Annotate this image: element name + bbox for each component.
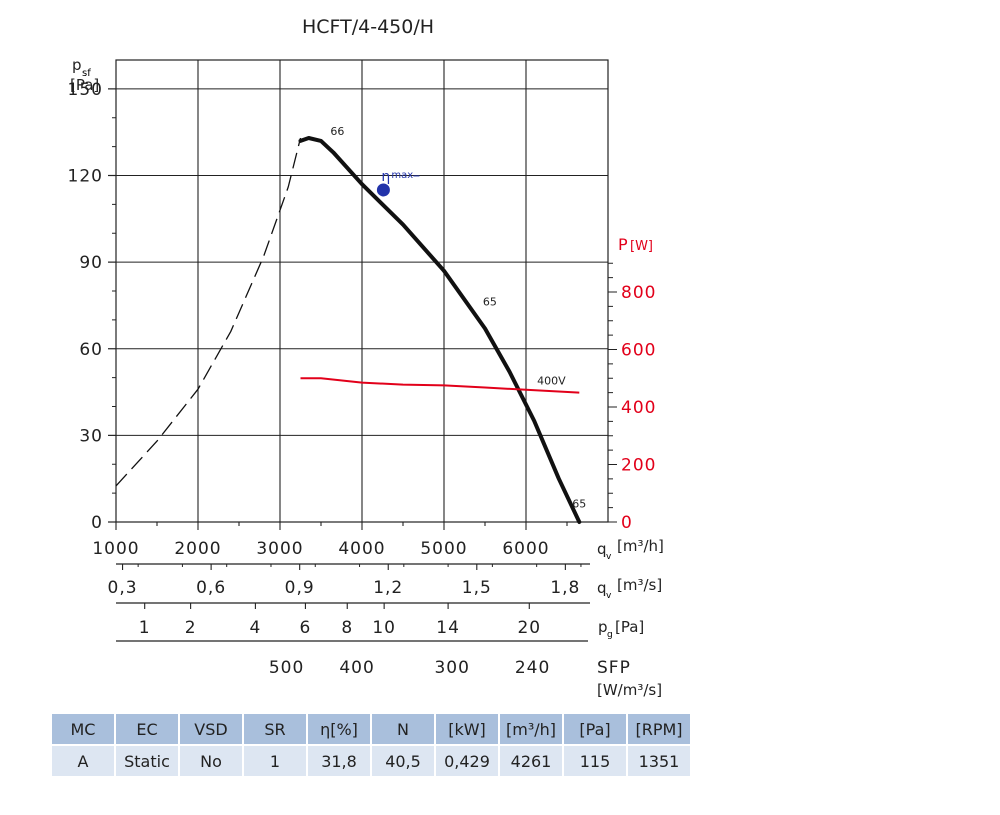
scale-label: q	[597, 579, 607, 597]
scale-tick-label: 300	[434, 658, 469, 678]
scale-tick-label: 0,9	[285, 578, 315, 598]
spec-header-cell: SR	[244, 714, 306, 744]
scale-tick-label: 20	[517, 618, 541, 638]
scale-tick-label: 0,6	[196, 578, 226, 598]
spec-cell: 0,429	[436, 746, 498, 776]
spec-header-cell: [Pa]	[564, 714, 626, 744]
x-tick-label: 3000	[256, 539, 303, 559]
power-curve	[300, 377, 580, 394]
scale-label: p	[598, 618, 608, 636]
y2-tick-label: 0	[621, 513, 633, 533]
scale-unit: [Pa]	[615, 618, 644, 636]
scale-label: SFP	[597, 658, 631, 678]
eta-max-point	[376, 183, 390, 197]
curve-annotation: 66	[330, 125, 344, 138]
y-tick-label: 90	[79, 253, 103, 273]
scale-tick-label: 500	[269, 658, 304, 678]
scale-tick-label: 10	[372, 618, 396, 638]
spec-header-cell: VSD	[180, 714, 242, 744]
y-axis-unit: [Pa]	[70, 76, 99, 94]
spec-cell: 4261	[500, 746, 562, 776]
y-tick-label: 120	[68, 167, 103, 187]
spec-header-cell: N	[372, 714, 434, 744]
y2-axis-unit: [W]	[630, 239, 653, 254]
y2-tick-label: 800	[621, 283, 656, 303]
y2-tick-label: 600	[621, 341, 656, 361]
x-axis-label: q	[597, 540, 607, 558]
y2-tick-label: 400	[621, 398, 656, 418]
curve-annotation: 400V	[537, 375, 566, 388]
scale-tick-label: 1,8	[550, 578, 580, 598]
eta-max-label: η	[381, 169, 390, 185]
x-tick-label: 2000	[174, 539, 221, 559]
y-axis-label-sub: sf	[82, 68, 91, 79]
curve-annotation: 65	[483, 295, 497, 308]
spec-header-cell: [kW]	[436, 714, 498, 744]
spec-header-row: MC EC VSD SR η[%] N [kW] [m³/h] [Pa] [RPM]	[52, 714, 690, 744]
spec-cell: A	[52, 746, 114, 776]
y-axis-label: p	[72, 56, 82, 74]
x-tick-label: 5000	[420, 539, 467, 559]
spec-table: MC EC VSD SR η[%] N [kW] [m³/h] [Pa] [RPM] A Stati…	[50, 712, 692, 778]
spec-header-cell: η[%]	[308, 714, 370, 744]
scale-tick-label: 400	[339, 658, 374, 678]
y-tick-label: 150	[68, 80, 103, 100]
spec-row: A Static No 1 31,8 40,5 0,429 4261 115 1351	[52, 746, 690, 776]
spec-body: A Static No 1 31,8 40,5 0,429 4261 115 1351	[52, 746, 690, 776]
scale-tick-label: 4	[249, 618, 261, 638]
scale-tick-label: 240	[515, 658, 550, 678]
grid	[108, 59, 617, 642]
x-tick-label: 1000	[92, 539, 139, 559]
scale-tick-label: 1,2	[373, 578, 403, 598]
spec-cell: No	[180, 746, 242, 776]
x-axis-label-sub: v	[606, 552, 612, 562]
scale-tick-label: 1,5	[462, 578, 492, 598]
scale-tick-label: 14	[436, 618, 460, 638]
x-tick-label: 6000	[502, 539, 549, 559]
spec-cell: 1	[244, 746, 306, 776]
x-tick-label: 4000	[338, 539, 385, 559]
scale-label-sub: g	[607, 630, 613, 640]
series-layer	[115, 136, 582, 524]
scale-tick-label: 8	[341, 618, 353, 638]
spec-cell: 115	[564, 746, 626, 776]
y2-tick-label: 200	[621, 456, 656, 476]
fan-curve-chart: HCFT/4-450/H 03060901201500200400600800p…	[68, 16, 664, 699]
scale-tick-label: 1	[139, 618, 151, 638]
spec-cell: 40,5	[372, 746, 434, 776]
scale-tick-label: 6	[300, 618, 312, 638]
y2-axis-label: P	[618, 235, 628, 254]
y-tick-label: 30	[79, 426, 103, 446]
spec-cell: Static	[116, 746, 178, 776]
eta-max-label-sub: max	[391, 170, 413, 181]
chart-title: HCFT/4-450/H	[302, 16, 434, 38]
scale-unit: [W/m³/s]	[597, 681, 662, 699]
pressure-curve-unstable	[115, 137, 302, 487]
spec-cell: 31,8	[308, 746, 370, 776]
curve-annotation: 65	[572, 498, 586, 511]
scale-tick-label: 0,3	[108, 578, 138, 598]
y-tick-label: 0	[91, 513, 103, 533]
scale-unit: [m³/s]	[617, 576, 662, 594]
spec-cell: 1351	[628, 746, 690, 776]
pressure-curve	[298, 136, 582, 524]
y-tick-label: 60	[79, 340, 103, 360]
scale-tick-label: 2	[185, 618, 197, 638]
spec-header-cell: EC	[116, 714, 178, 744]
spec-header-cell: MC	[52, 714, 114, 744]
scale-label-sub: v	[606, 591, 612, 601]
spec-header-cell: [RPM]	[628, 714, 690, 744]
spec-header-cell: [m³/h]	[500, 714, 562, 744]
x-axis-unit: [m³/h]	[617, 537, 664, 555]
